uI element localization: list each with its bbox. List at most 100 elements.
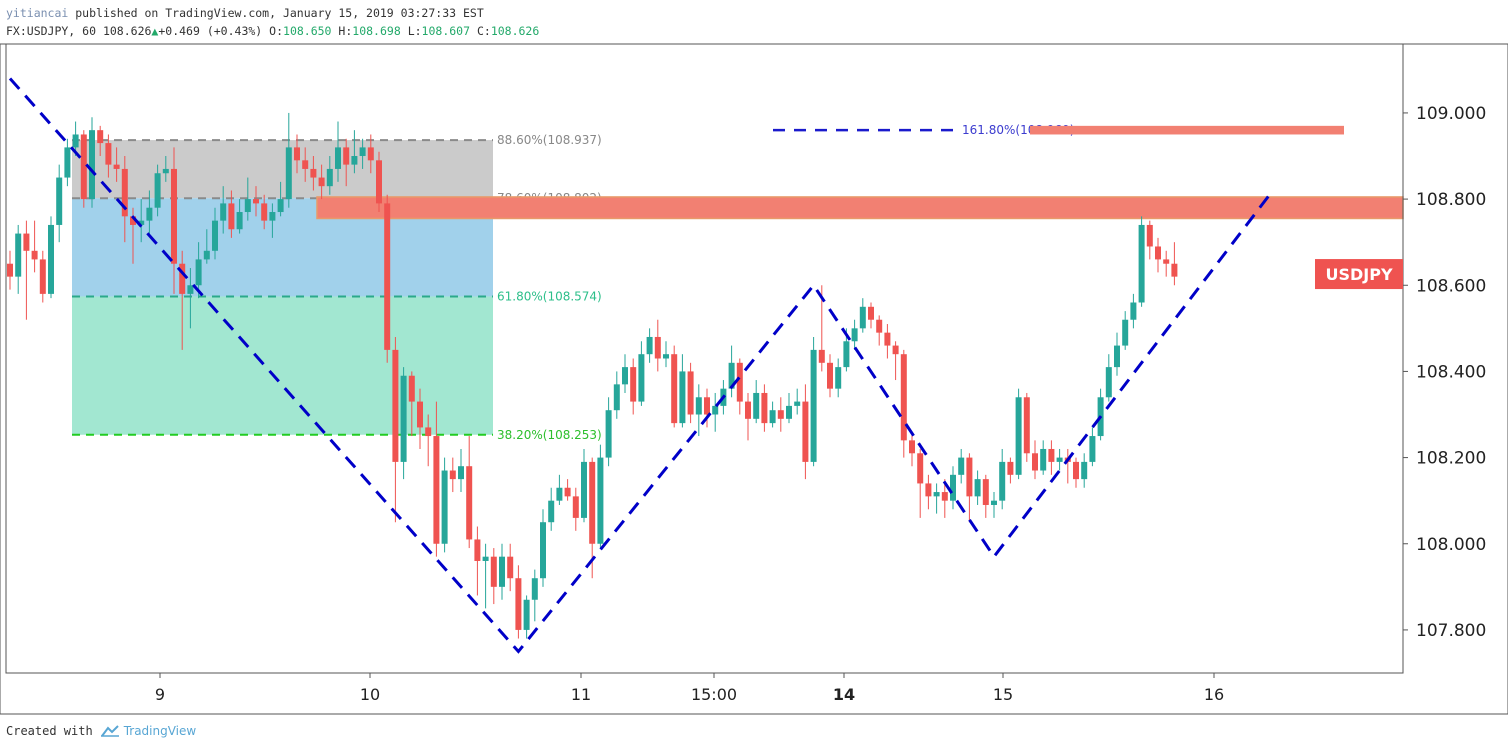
candle-body <box>736 362 743 402</box>
candle-body <box>351 156 358 165</box>
candle-body <box>1163 259 1170 264</box>
candle-body <box>203 250 210 260</box>
candle-body <box>622 367 628 385</box>
candle-body <box>909 440 915 454</box>
publish-line: yitiancai published on TradingView.com, … <box>6 4 539 22</box>
candle-body <box>433 436 440 544</box>
candle-body <box>671 354 678 424</box>
low-value: 108.607 <box>421 24 471 38</box>
cloud-icon <box>100 725 119 737</box>
candle-body <box>89 130 95 200</box>
candle-body <box>704 397 710 415</box>
candle-body <box>384 203 391 350</box>
candle-body <box>1015 397 1022 475</box>
candle-body <box>130 216 136 225</box>
candle-body <box>1089 436 1096 462</box>
candle-body <box>1171 263 1178 277</box>
candle-body <box>458 466 464 480</box>
publish-info: published on TradingView.com, January 15… <box>75 6 484 20</box>
candle-body <box>925 483 932 497</box>
candle-body <box>277 199 284 213</box>
candle-body <box>417 401 423 428</box>
brand-name: TradingView <box>123 724 197 738</box>
candle-body <box>195 259 202 286</box>
candle-body <box>1146 224 1153 247</box>
candle-body <box>745 401 751 419</box>
candle-body <box>376 160 382 204</box>
candle-body <box>531 578 538 600</box>
tradingview-logo[interactable]: TradingView <box>99 724 197 738</box>
candle-body <box>449 470 456 480</box>
candle-body <box>261 203 268 221</box>
candle-body <box>269 212 276 221</box>
candle-body <box>1138 224 1145 303</box>
candle-body <box>80 134 87 200</box>
x-tick-label: 14 <box>833 685 855 704</box>
resistance-zone-2 <box>1030 125 1344 135</box>
candle-body <box>236 212 243 230</box>
candle-body <box>146 207 153 221</box>
candle-body <box>212 220 218 251</box>
candle-body <box>154 173 161 208</box>
candle-body <box>523 599 530 630</box>
high-value: 108.698 <box>352 24 401 38</box>
created-with-label: Created with <box>6 724 93 738</box>
candle-body <box>48 224 54 294</box>
candle-body <box>64 147 71 178</box>
y-tick-label: 108.000 <box>1416 535 1486 555</box>
candle-body <box>39 259 46 294</box>
candle-body <box>605 410 612 458</box>
candle-body <box>1032 453 1038 471</box>
symbol-label: FX:USDJPY, 60 <box>6 24 97 38</box>
candle-body <box>613 384 620 411</box>
candle-body <box>392 349 399 462</box>
candle-body <box>556 487 563 501</box>
candle-body <box>1105 367 1112 398</box>
candle-body <box>941 492 948 501</box>
candle-body <box>162 168 169 174</box>
candle-body <box>589 461 596 544</box>
candle-body <box>777 410 784 419</box>
y-tick-label: 108.600 <box>1416 276 1486 296</box>
candle-body <box>171 168 177 264</box>
fib-label-0: 88.60%(108.937) <box>497 133 602 147</box>
candle-body <box>794 401 801 406</box>
up-arrow-icon: ▲ <box>151 24 159 38</box>
candle-body <box>679 371 686 424</box>
candle-body <box>663 354 669 359</box>
candle-body <box>220 203 227 221</box>
candle-body <box>7 263 13 277</box>
candle-body <box>769 410 776 424</box>
candle-body <box>572 496 579 518</box>
author-name[interactable]: yitiancai <box>6 6 69 20</box>
candle-body <box>786 405 792 419</box>
price-change: +0.469 (+0.43%) <box>158 24 263 38</box>
candle-body <box>23 233 30 251</box>
fib-band-2 <box>72 296 493 435</box>
trend-zigzag <box>8 77 1274 654</box>
candle-body <box>1023 397 1030 454</box>
high-label: H: <box>338 24 353 38</box>
candle-body <box>892 345 899 355</box>
candle-body <box>638 354 645 402</box>
candle-body <box>56 177 63 225</box>
candle-body <box>244 199 251 213</box>
candle-body <box>712 405 719 415</box>
candle-body <box>326 168 333 187</box>
candle-body <box>884 332 891 346</box>
candle-body <box>294 147 300 161</box>
candle-body <box>630 367 637 402</box>
candle-body <box>302 160 309 169</box>
candle-body <box>105 143 112 165</box>
candle-body <box>228 203 235 230</box>
candle-body <box>933 492 940 497</box>
candle-body <box>121 168 128 217</box>
fib-label-3: 38.20%(108.253) <box>497 428 602 442</box>
candle-body <box>179 263 186 294</box>
candle-body <box>548 500 555 523</box>
candle-body <box>359 147 366 157</box>
candle-body <box>687 371 694 415</box>
candle-body <box>761 392 768 424</box>
candle-body <box>900 354 907 441</box>
